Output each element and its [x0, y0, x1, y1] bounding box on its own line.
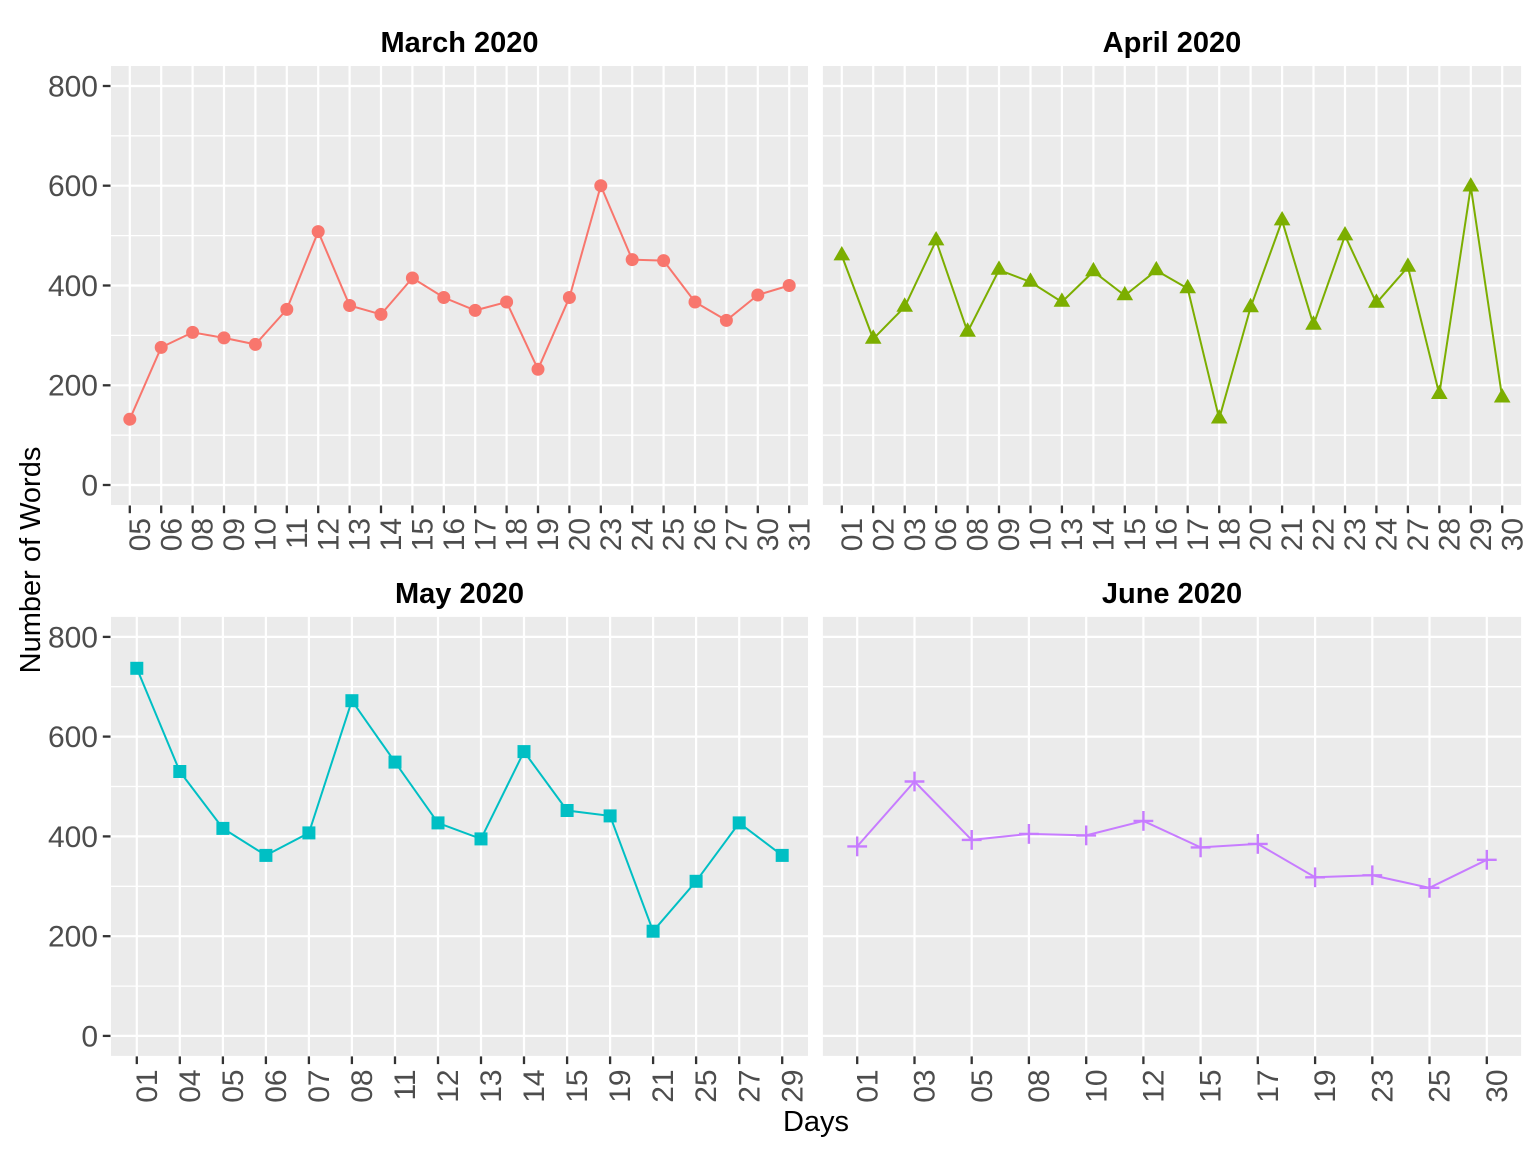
svg-text:14: 14	[375, 518, 408, 551]
svg-text:09: 09	[218, 518, 251, 551]
svg-text:16: 16	[1150, 518, 1183, 551]
svg-text:12: 12	[312, 518, 345, 551]
svg-text:26: 26	[689, 518, 722, 551]
svg-text:22: 22	[1308, 518, 1341, 551]
svg-text:25: 25	[1424, 1069, 1457, 1102]
svg-text:19: 19	[1309, 1069, 1342, 1102]
svg-text:20: 20	[1245, 518, 1278, 551]
svg-text:15: 15	[1195, 1069, 1228, 1102]
svg-text:30: 30	[752, 518, 785, 551]
svg-text:19: 19	[532, 518, 565, 551]
svg-text:0: 0	[81, 1020, 98, 1053]
svg-text:17: 17	[1252, 1069, 1285, 1102]
svg-text:11: 11	[389, 1069, 422, 1100]
svg-text:May 2020: May 2020	[395, 578, 524, 610]
svg-text:12: 12	[432, 1069, 465, 1102]
svg-text:10: 10	[250, 518, 283, 551]
svg-text:23: 23	[595, 518, 628, 551]
svg-text:14: 14	[518, 1069, 551, 1102]
svg-text:29: 29	[1465, 518, 1498, 551]
svg-text:04: 04	[174, 1069, 207, 1102]
svg-text:08: 08	[346, 1069, 379, 1102]
svg-text:08: 08	[187, 518, 220, 551]
svg-text:05: 05	[966, 1069, 999, 1102]
svg-text:01: 01	[851, 1069, 884, 1102]
svg-text:29: 29	[776, 1069, 809, 1102]
svg-text:05: 05	[217, 1069, 250, 1102]
svg-text:05: 05	[124, 518, 157, 551]
svg-text:10: 10	[1080, 1069, 1113, 1102]
svg-text:March 2020: March 2020	[381, 27, 539, 59]
svg-text:06: 06	[260, 1069, 293, 1102]
svg-text:16: 16	[438, 518, 471, 551]
svg-text:06: 06	[930, 518, 963, 551]
svg-text:17: 17	[1182, 518, 1215, 551]
svg-text:19: 19	[604, 1069, 637, 1102]
svg-text:0: 0	[81, 469, 98, 502]
svg-text:15: 15	[1119, 518, 1152, 551]
svg-text:13: 13	[475, 1069, 508, 1102]
svg-text:200: 200	[48, 921, 98, 954]
svg-text:12: 12	[1138, 1069, 1171, 1102]
svg-text:14: 14	[1088, 518, 1121, 551]
svg-text:01: 01	[131, 1069, 164, 1102]
svg-text:13: 13	[1056, 518, 1089, 551]
svg-text:07: 07	[303, 1069, 336, 1102]
svg-text:24: 24	[626, 518, 659, 551]
svg-text:25: 25	[690, 1069, 723, 1102]
svg-text:17: 17	[469, 518, 502, 551]
svg-text:600: 600	[48, 721, 98, 754]
svg-text:21: 21	[647, 1069, 680, 1102]
svg-text:800: 800	[48, 70, 98, 103]
svg-text:08: 08	[1023, 1069, 1056, 1102]
svg-text:11: 11	[281, 518, 314, 549]
svg-text:200: 200	[48, 370, 98, 403]
svg-text:23: 23	[1366, 1069, 1399, 1102]
svg-text:Number of Words: Number of Words	[15, 447, 47, 674]
svg-text:02: 02	[867, 518, 900, 551]
svg-text:400: 400	[48, 821, 98, 854]
svg-text:15: 15	[561, 1069, 594, 1102]
svg-text:03: 03	[899, 518, 932, 551]
svg-text:20: 20	[564, 518, 597, 551]
svg-text:03: 03	[909, 1069, 942, 1102]
svg-text:April 2020: April 2020	[1103, 27, 1242, 59]
svg-text:800: 800	[48, 621, 98, 654]
svg-text:24: 24	[1371, 518, 1404, 551]
svg-text:21: 21	[1276, 518, 1309, 551]
svg-text:27: 27	[733, 1069, 766, 1102]
svg-text:13: 13	[344, 518, 377, 551]
svg-text:18: 18	[501, 518, 534, 551]
svg-text:600: 600	[48, 170, 98, 203]
svg-text:08: 08	[962, 518, 995, 551]
svg-text:June 2020: June 2020	[1102, 578, 1242, 610]
svg-text:27: 27	[1402, 518, 1435, 551]
svg-text:27: 27	[721, 518, 754, 551]
svg-text:09: 09	[993, 518, 1026, 551]
svg-text:10: 10	[1025, 518, 1058, 551]
svg-text:01: 01	[836, 518, 869, 551]
svg-text:18: 18	[1213, 518, 1246, 551]
svg-text:25: 25	[658, 518, 691, 551]
svg-text:15: 15	[407, 518, 440, 551]
svg-text:30: 30	[1481, 1069, 1514, 1102]
svg-text:28: 28	[1433, 518, 1466, 551]
svg-text:23: 23	[1339, 518, 1372, 551]
svg-text:400: 400	[48, 270, 98, 303]
svg-text:06: 06	[155, 518, 188, 551]
svg-text:31: 31	[783, 518, 816, 551]
svg-text:30: 30	[1496, 518, 1529, 551]
svg-text:Days: Days	[783, 1106, 849, 1138]
